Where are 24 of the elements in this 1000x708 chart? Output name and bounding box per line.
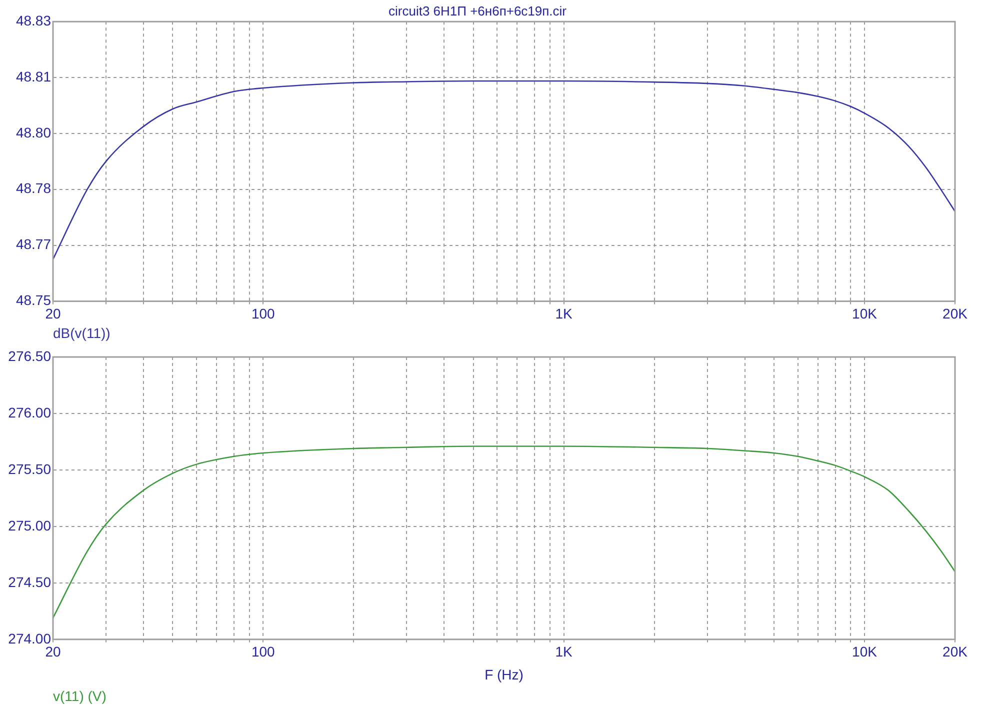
- y-tick-label: 48.81: [16, 68, 52, 84]
- x-tick-label: 10K: [852, 644, 878, 660]
- text: v(11) (V): [53, 688, 106, 704]
- y-tick-label: 275.50: [8, 460, 52, 477]
- x-tick-label: 10K: [852, 305, 878, 322]
- chart-title: circuit3 6Н1П +6н6п+6с19п.cir: [388, 3, 568, 18]
- text: dB(v(11)): [53, 324, 110, 341]
- y-tick-label: 48.77: [16, 236, 52, 252]
- x-tick-label: 20K: [942, 644, 968, 660]
- x-axis-title: F (Hz): [484, 666, 524, 682]
- y-tick-label: 48.78: [16, 180, 52, 196]
- y-tick-label: 48.83: [16, 12, 52, 28]
- x-tick-label: 1K: [555, 305, 574, 322]
- y-tick-label: 274.00: [8, 630, 52, 646]
- x-tick-label: 1K: [555, 644, 574, 660]
- x-tick-label: 100: [251, 644, 276, 660]
- y-tick-label: 274.50: [8, 574, 52, 590]
- x-tick-label: 20: [45, 644, 61, 660]
- y-tick-label: 275.00: [8, 517, 52, 534]
- y-tick-label: 276.50: [8, 348, 52, 364]
- y-tick-label: 276.00: [8, 404, 52, 420]
- x-tick-label: 100: [251, 305, 276, 322]
- y-tick-label: 48.80: [16, 124, 52, 140]
- x-tick-label: 20K: [942, 305, 968, 322]
